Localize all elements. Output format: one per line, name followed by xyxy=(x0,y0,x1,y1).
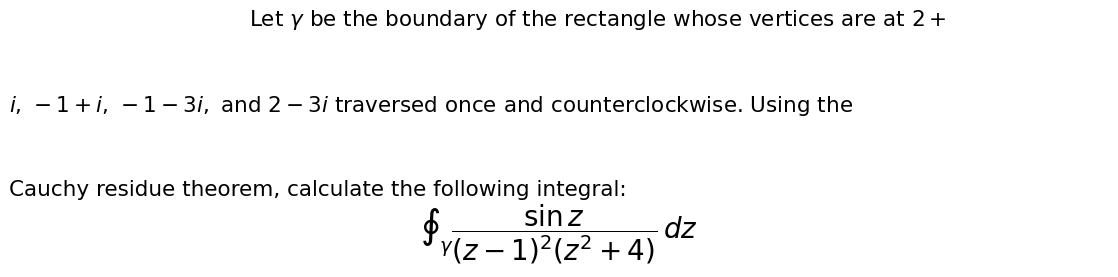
Text: $\oint_{\gamma} \dfrac{\sin z}{(z-1)^2(z^2+4)}\, dz$: $\oint_{\gamma} \dfrac{\sin z}{(z-1)^2(z… xyxy=(420,202,698,266)
Text: Cauchy residue theorem, calculate the following integral:: Cauchy residue theorem, calculate the fo… xyxy=(9,180,626,200)
Text: $i,\,-1+i,\,-1-3i,$ and $2-3i$ traversed once and counterclockwise. Using the: $i,\,-1+i,\,-1-3i,$ and $2-3i$ traversed… xyxy=(9,94,853,118)
Text: Let $\gamma$ be the boundary of the rectangle whose vertices are at $2+$: Let $\gamma$ be the boundary of the rect… xyxy=(249,8,947,32)
